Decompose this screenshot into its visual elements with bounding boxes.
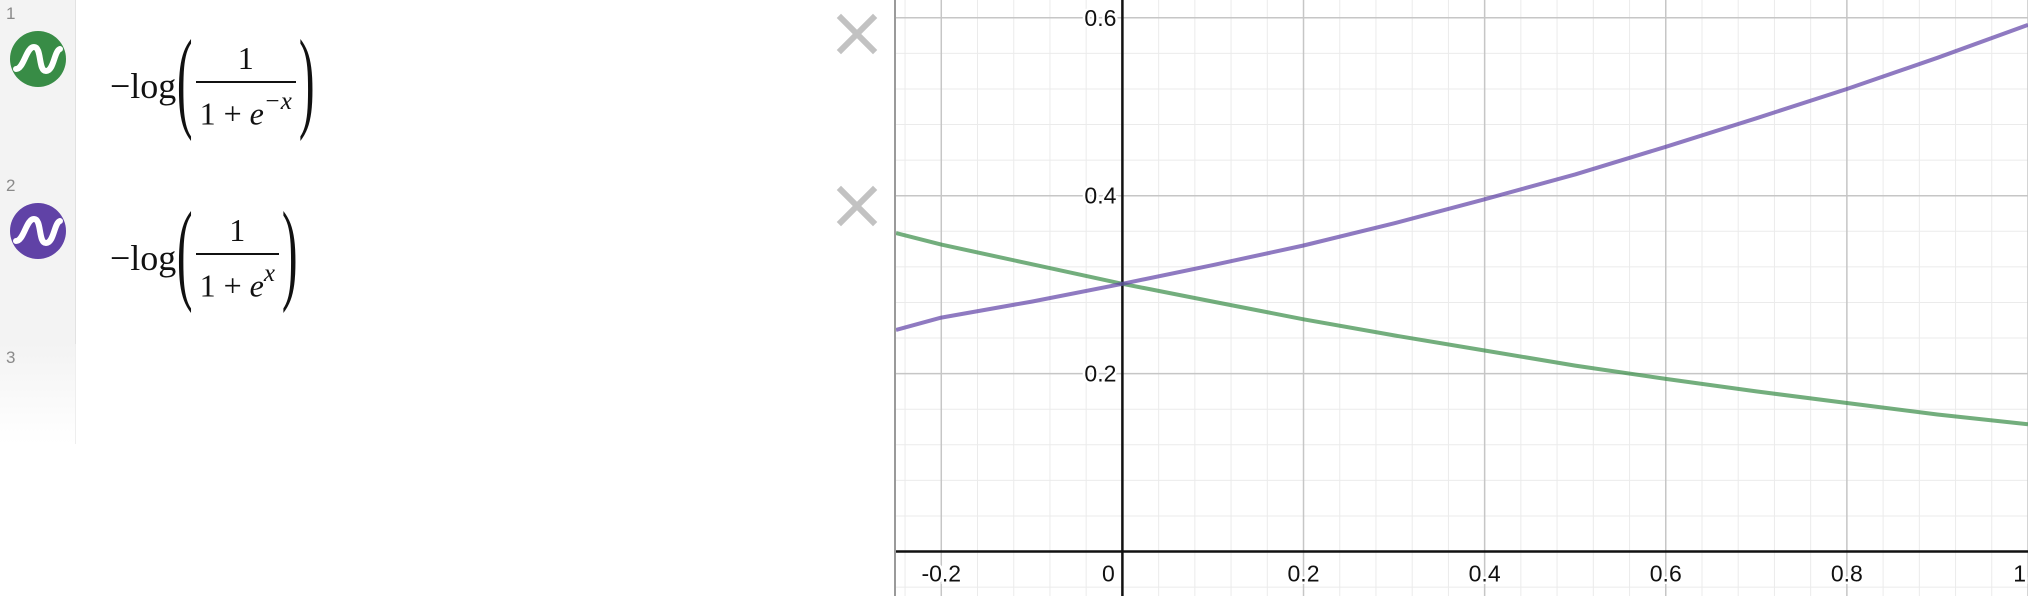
fraction: 1 1 + ex xyxy=(195,211,279,305)
expression-index: 3 xyxy=(6,348,16,367)
expression-row-3[interactable]: 3 xyxy=(0,344,894,516)
close-icon[interactable] xyxy=(835,184,879,228)
expression-list: 1 −log ( 1 1 + e−x ) 2 xyxy=(0,0,894,596)
x-tick-label: 0.8 xyxy=(1831,561,1863,587)
denominator-base: 1 + xyxy=(199,267,250,304)
denominator: 1 + ex xyxy=(196,259,279,305)
expression-input[interactable]: −log ( 1 1 + ex ) xyxy=(110,196,297,308)
x-tick-label: 0.2 xyxy=(1288,561,1320,587)
numerator: 1 xyxy=(237,40,254,77)
expression-row-2[interactable]: 2 −log ( 1 1 + ex ) xyxy=(0,172,894,345)
expression-input[interactable]: −log ( 1 1 + e−x ) xyxy=(110,24,314,136)
x-tick-label: 1 xyxy=(2013,561,2026,587)
wave-icon[interactable] xyxy=(8,29,68,89)
y-tick-label: 0.4 xyxy=(1084,183,1116,209)
denominator: 1 + e−x xyxy=(196,87,296,133)
right-paren: ) xyxy=(298,18,315,142)
neg-log-text: −log xyxy=(110,238,177,278)
graph-paper[interactable]: -0.2 0 0.2 0.4 0.6 0.8 1 0.2 0.4 0.6 xyxy=(894,0,2028,596)
x-tick-label: 0 xyxy=(1102,561,1115,587)
numerator: 1 xyxy=(229,212,246,249)
exponent: x xyxy=(263,260,275,288)
fraction-bar xyxy=(195,253,279,256)
denominator-base: 1 + xyxy=(199,95,250,132)
curve-2 xyxy=(896,23,2028,332)
curve-1 xyxy=(896,231,2028,427)
left-paren: ( xyxy=(177,190,193,314)
x-tick-label: 0.6 xyxy=(1650,561,1682,587)
y-tick-label: 0.2 xyxy=(1084,361,1116,387)
exponent: −x xyxy=(263,88,292,116)
y-tick-label: 0.6 xyxy=(1084,5,1116,31)
fraction: 1 1 + e−x xyxy=(195,39,296,133)
close-icon[interactable] xyxy=(835,12,879,56)
wave-icon[interactable] xyxy=(8,201,68,261)
expression-index: 1 xyxy=(6,4,16,23)
x-tick-label: -0.2 xyxy=(921,561,961,587)
neg-log-text: −log xyxy=(110,66,177,106)
graph-canvas[interactable]: -0.2 0 0.2 0.4 0.6 0.8 1 0.2 0.4 0.6 xyxy=(896,0,2028,596)
expression-row-1[interactable]: 1 −log ( 1 1 + e−x ) xyxy=(0,0,894,173)
right-paren: ) xyxy=(281,190,298,314)
expression-index: 2 xyxy=(6,176,16,195)
x-tick-label: 0.4 xyxy=(1469,561,1501,587)
expression-gutter[interactable]: 3 xyxy=(0,344,76,444)
left-paren: ( xyxy=(177,18,193,142)
fraction-bar xyxy=(195,81,296,84)
expression-gutter[interactable]: 1 xyxy=(0,0,76,172)
denominator-e: e xyxy=(249,267,264,304)
expression-gutter[interactable]: 2 xyxy=(0,172,76,344)
denominator-e: e xyxy=(249,95,264,132)
